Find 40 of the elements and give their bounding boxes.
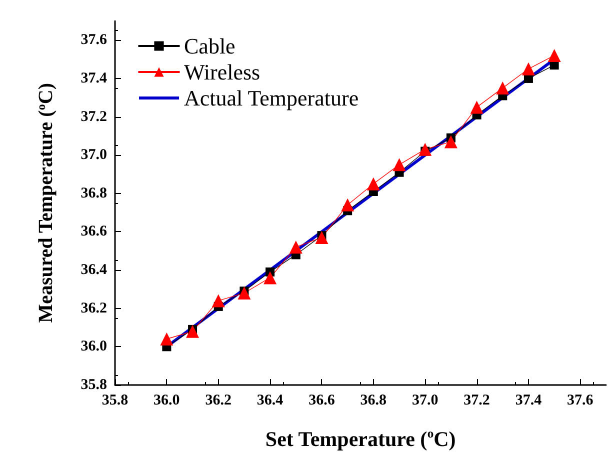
point: [212, 294, 225, 308]
point: [289, 240, 302, 254]
point: [470, 100, 484, 114]
x-tick-label: 37.4: [515, 392, 542, 408]
point: [418, 142, 432, 156]
x-tick-label: 36.0: [154, 392, 180, 408]
y-tick-label: 37.4: [80, 70, 108, 86]
point: [238, 286, 251, 300]
point: [548, 48, 561, 62]
point: [264, 271, 277, 284]
point: [522, 62, 535, 76]
point: [186, 324, 200, 338]
y-tick-label: 37.6: [80, 32, 108, 48]
y-axis-title: Measured Temperature (oC): [34, 82, 57, 323]
legend-label: Wireless: [184, 60, 260, 84]
x-tick-label: 36.8: [360, 392, 387, 408]
y-tick-label: 36.8: [80, 185, 107, 202]
x-tick-label: 36.2: [205, 392, 232, 408]
x-tick-label: 37.0: [412, 392, 438, 408]
y-tick-label: 36.4: [80, 262, 108, 278]
x-tick-label: 37.6: [567, 392, 594, 408]
point: [341, 198, 354, 212]
point: [366, 177, 380, 190]
y-tick-label: 35.8: [80, 377, 107, 393]
y-tick-label: 36.6: [80, 224, 108, 240]
legend-label: Cable: [184, 34, 236, 58]
point: [160, 332, 174, 346]
x-tick-label: 35.8: [102, 392, 128, 408]
y-tick-label: 37.2: [80, 108, 107, 125]
x-tick-label: 36.6: [308, 392, 336, 408]
legend-label: Actual Temperature: [184, 86, 359, 110]
y-tick-label: 36.0: [80, 338, 107, 355]
point: [392, 158, 406, 172]
x-tick-label: 36.4: [256, 392, 284, 408]
y-tick-label: 36.2: [80, 300, 107, 316]
point: [496, 82, 510, 95]
point: [315, 230, 328, 244]
y-tick-label: 37.0: [80, 147, 107, 164]
point: [444, 135, 458, 148]
x-tick-label: 37.2: [464, 392, 490, 408]
